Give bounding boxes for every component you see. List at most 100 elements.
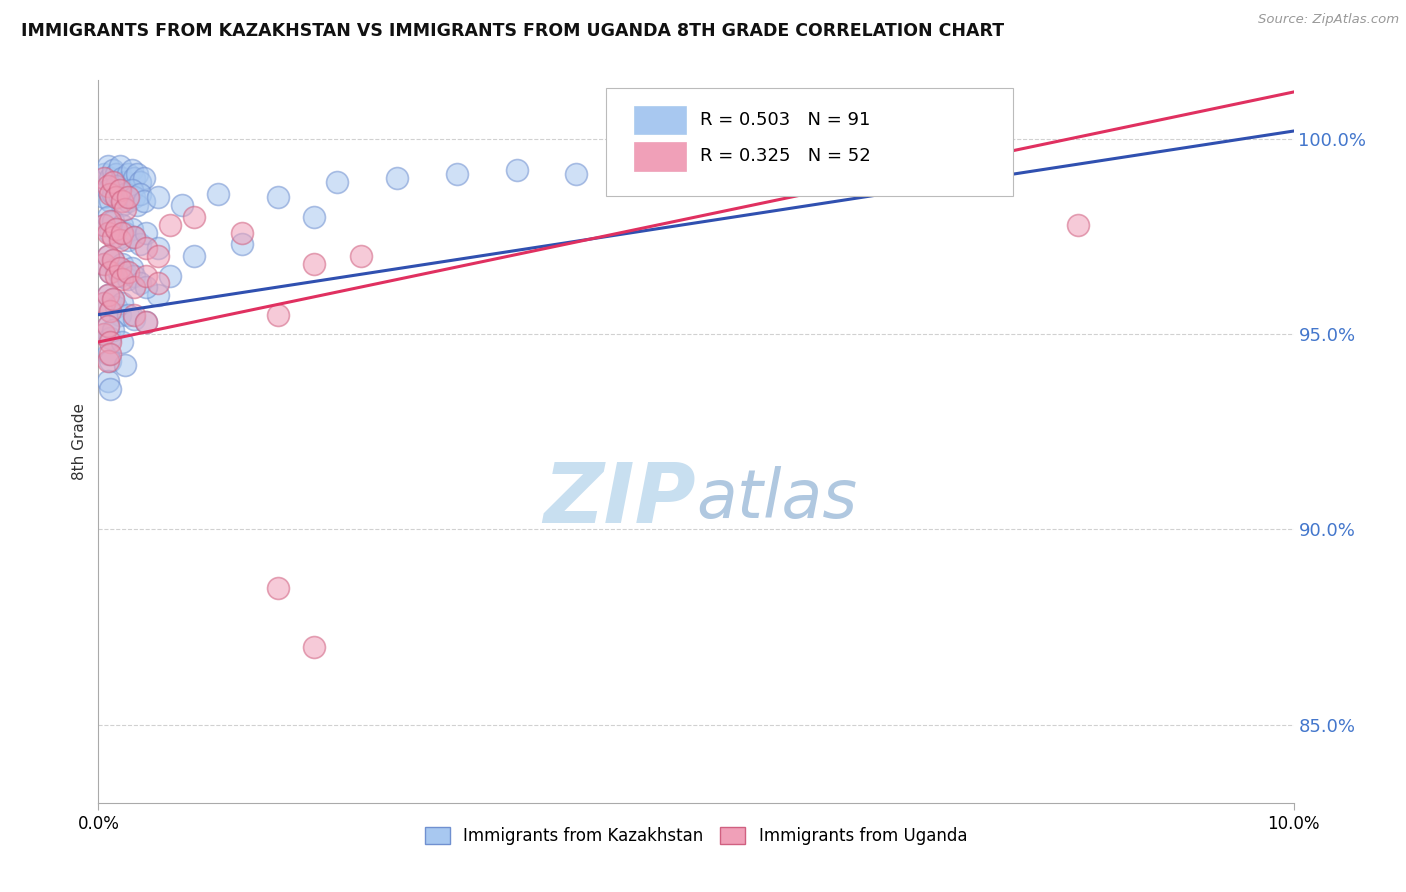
Point (135, 241, 157, 255)
Point (183, 210, 205, 224)
Point (111, 194, 134, 209)
Point (506, 163, 529, 178)
Point (135, 280, 157, 294)
Point (132, 170, 155, 185)
Point (385, 170, 409, 185)
Point (114, 359, 136, 373)
Point (98, 214, 122, 228)
Point (207, 186, 229, 201)
Point (124, 268, 146, 283)
Point (101, 229, 124, 244)
FancyBboxPatch shape (634, 105, 686, 135)
Point (135, 315, 157, 329)
Point (93, 257, 115, 271)
Point (98, 303, 122, 318)
Point (105, 300, 128, 314)
Point (117, 234, 139, 248)
Point (98, 346, 122, 360)
Point (129, 186, 152, 201)
Point (93, 167, 115, 181)
Point (101, 214, 124, 228)
Point (97, 178, 120, 193)
Point (267, 308, 290, 322)
Point (97, 210, 120, 224)
Point (108, 159, 131, 173)
Point (129, 277, 152, 291)
Point (111, 272, 134, 286)
Point (148, 288, 170, 302)
Point (111, 257, 134, 271)
Point (565, 167, 588, 181)
Point (124, 308, 146, 322)
Point (97, 183, 120, 197)
Point (124, 229, 146, 244)
Point (101, 163, 124, 178)
Point (101, 186, 124, 201)
Point (111, 218, 134, 232)
Point (231, 237, 253, 252)
Point (93, 218, 115, 232)
Point (97, 226, 120, 240)
Point (132, 194, 155, 209)
Point (117, 194, 139, 209)
Point (97, 288, 120, 302)
Point (446, 167, 468, 181)
Point (135, 268, 157, 283)
Point (114, 175, 136, 189)
Point (97, 249, 120, 263)
Point (117, 265, 139, 279)
Point (117, 308, 139, 322)
Point (98, 334, 122, 349)
Point (108, 260, 131, 275)
Point (108, 183, 131, 197)
Point (124, 311, 146, 326)
Point (97, 319, 120, 334)
Point (114, 226, 136, 240)
Point (93, 170, 115, 185)
Point (114, 265, 136, 279)
Point (105, 221, 128, 235)
Point (121, 163, 143, 178)
Text: Source: ZipAtlas.com: Source: ZipAtlas.com (1258, 13, 1399, 27)
Point (172, 198, 194, 212)
Point (108, 268, 131, 283)
Point (129, 237, 152, 252)
Point (350, 249, 373, 263)
Point (108, 308, 131, 322)
Point (129, 175, 152, 189)
Point (98, 303, 122, 318)
Point (98, 265, 122, 279)
Point (117, 190, 139, 204)
Point (148, 277, 170, 291)
Point (97, 374, 120, 388)
Point (108, 190, 131, 204)
Point (114, 186, 136, 201)
Point (105, 260, 128, 275)
Point (111, 198, 134, 212)
Point (98, 226, 122, 240)
Point (148, 249, 170, 263)
Point (98, 354, 122, 368)
Point (159, 218, 181, 232)
FancyBboxPatch shape (606, 87, 1012, 196)
Point (101, 292, 124, 306)
Point (124, 280, 146, 294)
Point (302, 640, 325, 654)
Point (105, 167, 128, 181)
Point (124, 170, 146, 185)
Point (124, 190, 146, 204)
Point (135, 315, 157, 329)
Point (111, 226, 134, 240)
Point (98, 382, 122, 396)
Point (93, 257, 115, 271)
Point (183, 249, 205, 263)
Point (117, 167, 139, 181)
Point (93, 190, 115, 204)
Point (117, 272, 139, 286)
Point (111, 170, 134, 185)
Y-axis label: 8th Grade: 8th Grade (72, 403, 87, 480)
Point (125, 198, 148, 212)
Point (93, 327, 115, 342)
Point (101, 252, 124, 267)
Point (98, 331, 122, 345)
